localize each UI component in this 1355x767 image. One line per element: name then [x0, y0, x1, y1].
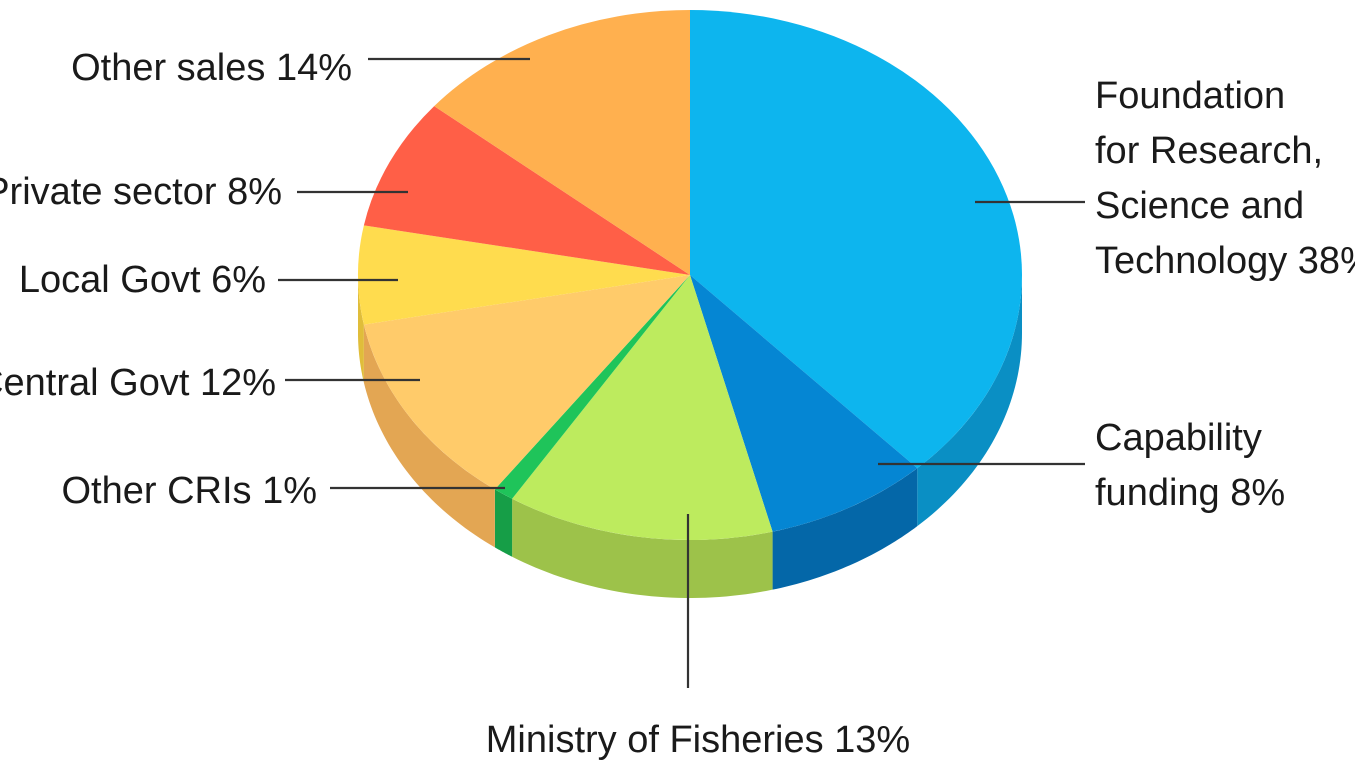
slice-label-line: Foundation [1095, 75, 1285, 117]
slice-label-4: Central Govt 12% [0, 362, 276, 404]
slice-label-3: Other CRIs 1% [61, 470, 317, 512]
slice-label-line: Other sales 14% [71, 47, 352, 89]
pie-side-3 [494, 489, 513, 557]
slice-label-6: Private sector 8% [0, 171, 282, 213]
pie-slices [357, 10, 1023, 540]
slice-label-line: Capability [1095, 417, 1262, 459]
slice-label-line: funding 8% [1095, 472, 1285, 514]
slice-label-line: Other CRIs 1% [61, 470, 317, 512]
leader-lines [278, 57, 1085, 688]
slice-label-line: Ministry of Fisheries 13% [486, 719, 910, 761]
slice-label-1: Capability funding 8% [1095, 417, 1285, 514]
pie-side-4 [363, 324, 495, 548]
slice-label-line: Local Govt 6% [19, 259, 266, 301]
slice-label-line: Private sector 8% [0, 171, 282, 213]
pie-side-2 [512, 498, 773, 598]
slice-label-7: Other sales 14% [71, 47, 352, 89]
pie-slice-3 [494, 275, 690, 499]
slice-label-line: Central Govt 12% [0, 362, 276, 404]
pie-slice-7 [434, 10, 690, 275]
slice-label-2: Ministry of Fisheries 13% [486, 719, 910, 761]
slice-label-0: Foundation for Research, Science and Techno… [1095, 75, 1355, 282]
pie-side-5 [358, 275, 364, 383]
pie-slice-0 [690, 10, 1023, 469]
pie-slice-6 [363, 106, 690, 275]
slice-label-line: for Research, [1095, 130, 1323, 172]
pie-slice-1 [690, 275, 918, 532]
slice-label-5: Local Govt 6% [19, 259, 266, 301]
slice-label-line: Science and [1095, 185, 1304, 227]
pie-slice-5 [357, 225, 690, 325]
slice-labels: Foundation for Research, Science and Techno… [0, 47, 1355, 761]
slice-label-line: Technology 38% [1095, 240, 1355, 282]
pie-slice-2 [512, 275, 773, 540]
pie-side-1 [772, 468, 918, 590]
pie-slice-4 [363, 275, 690, 490]
